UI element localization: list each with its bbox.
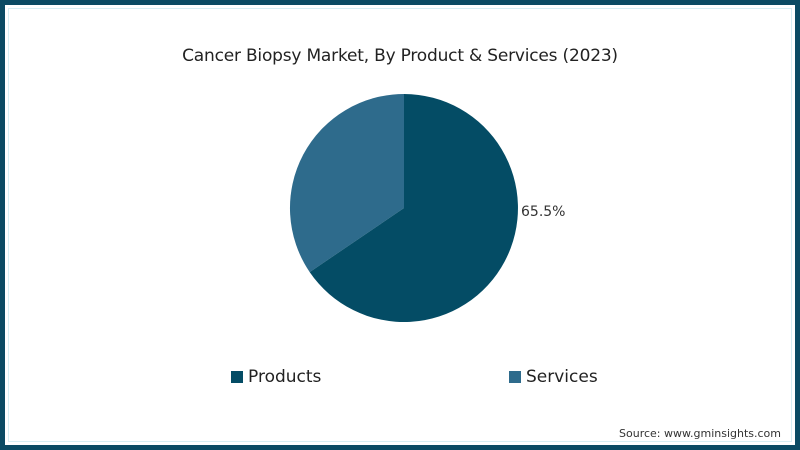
legend-item-services: Services <box>509 367 598 387</box>
chart-title: Cancer Biopsy Market, By Product & Servi… <box>182 46 618 66</box>
legend-swatch-services <box>509 371 521 383</box>
pie-slice-products <box>309 94 518 322</box>
source-note: Source: www.gminsights.com <box>619 427 781 440</box>
inner-border <box>8 8 792 442</box>
legend-item-products: Products <box>231 367 321 387</box>
pie-slice-services <box>289 94 404 273</box>
legend-swatch-products <box>231 371 243 383</box>
legend-label-services: Services <box>526 367 598 387</box>
products-percentage-label: 65.5% <box>521 204 566 220</box>
legend-label-products: Products <box>248 367 322 387</box>
